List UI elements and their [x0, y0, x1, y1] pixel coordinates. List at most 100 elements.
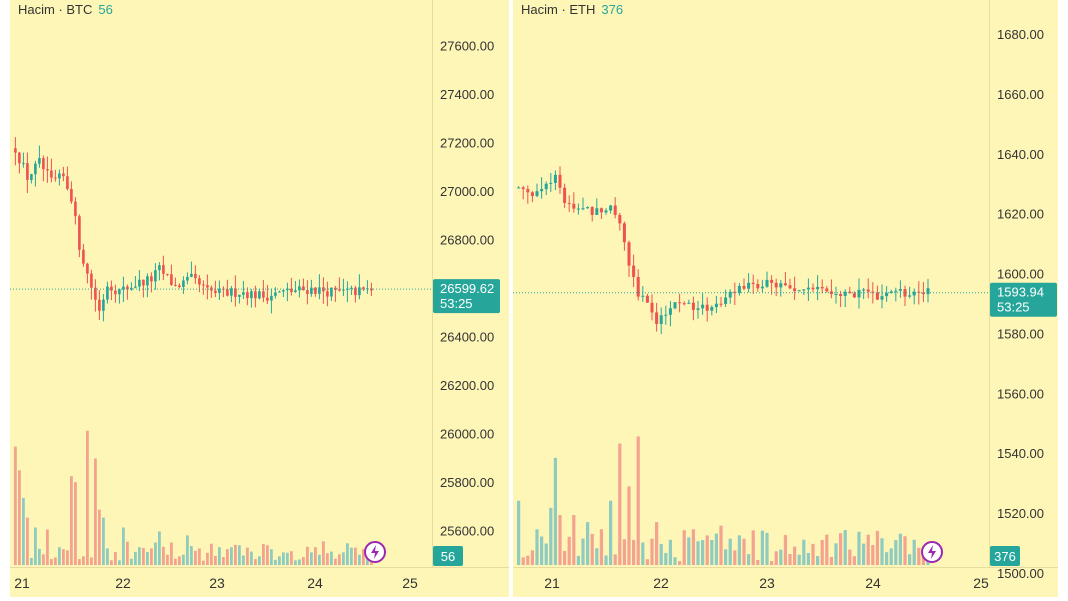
- btc-volume-bar: [314, 547, 317, 565]
- btc-volume-bar: [182, 554, 185, 565]
- btc-volume-bar: [178, 556, 181, 565]
- btc-volume-bar: [90, 557, 93, 565]
- btc-volume-bar: [298, 559, 301, 565]
- eth-chart-panel[interactable]: 1680.00 1660.00 1640.00 1620.00 1600.00 1580.…: [513, 0, 1058, 597]
- btc-candle-body: [106, 286, 109, 300]
- eth-candle-body: [852, 293, 856, 298]
- eth-volume-bar: [783, 535, 788, 565]
- eth-volume-bar: [839, 533, 843, 565]
- btc-candle-body: [214, 290, 217, 293]
- eth-volume-bar: [696, 541, 700, 565]
- lightning-icon-bolt: [928, 545, 936, 559]
- eth-candle-body: [645, 295, 649, 303]
- eth-volume-bar: [857, 531, 861, 565]
- btc-legend-label: Hacim · BTC: [18, 2, 93, 17]
- eth-volume-bar: [576, 555, 581, 565]
- eth-candle-body: [549, 182, 553, 184]
- btc-ytick-label: 27400.00: [440, 87, 494, 102]
- btc-volume-bar: [258, 556, 261, 565]
- eth-xtick-label: 22: [653, 575, 669, 591]
- eth-chart[interactable]: 1680.00 1660.00 1640.00 1620.00 1600.00 1580.…: [513, 0, 1058, 597]
- btc-candle-body: [298, 286, 301, 291]
- btc-volume-bar: [250, 551, 253, 565]
- eth-candle-body: [724, 297, 728, 304]
- eth-volume-bar: [770, 561, 774, 565]
- btc-volume-bar: [350, 547, 353, 565]
- eth-candle-body: [926, 288, 930, 295]
- btc-candle-body: [110, 286, 113, 291]
- btc-candle-body: [102, 299, 105, 311]
- btc-volume-bar: [198, 548, 201, 565]
- btc-ytick-label: 26000.00: [440, 427, 494, 442]
- eth-candle-body: [820, 286, 824, 289]
- eth-candle-body: [880, 296, 884, 300]
- eth-volume-bar: [636, 436, 640, 565]
- btc-volume-bar: [134, 551, 137, 565]
- btc-candle-body: [206, 285, 209, 288]
- btc-candle-body: [122, 286, 125, 290]
- eth-candle-body: [586, 207, 590, 209]
- btc-volume-bar: [102, 517, 105, 565]
- btc-volume-bar: [98, 509, 101, 565]
- btc-candle-body: [234, 288, 237, 297]
- btc-candle-body: [86, 263, 89, 274]
- btc-candle-body: [250, 291, 253, 299]
- btc-chart-panel[interactable]: 27600.00 27400.00 27200.00 27000.00 26800.00…: [10, 0, 509, 597]
- eth-volume-tag: [990, 546, 1020, 566]
- btc-candle-body: [194, 273, 197, 279]
- eth-volume-bar: [572, 515, 576, 565]
- btc-candle-body: [158, 265, 161, 271]
- btc-candle-body: [90, 273, 93, 288]
- btc-candle-body: [258, 291, 261, 299]
- eth-volume-bar: [742, 538, 746, 565]
- btc-volume-bar: [30, 557, 33, 565]
- btc-candle-body: [182, 280, 185, 288]
- btc-volume-bar: [142, 548, 145, 565]
- btc-last-price-label: 26599.62: [440, 281, 494, 296]
- btc-volume-bar: [70, 476, 73, 565]
- btc-volume-bar: [186, 535, 189, 565]
- eth-volume-bar: [779, 549, 783, 565]
- lightning-icon[interactable]: [921, 541, 943, 563]
- btc-volume-bar: [74, 482, 77, 565]
- eth-volume-bar: [655, 522, 659, 565]
- eth-volume-bar: [908, 554, 912, 565]
- eth-volume-bar: [678, 561, 682, 565]
- eth-volume-bar: [526, 555, 530, 565]
- eth-volume-bar: [549, 507, 553, 565]
- eth-ytick-label: 1680.00: [997, 27, 1044, 42]
- eth-volume-bar: [710, 539, 714, 565]
- btc-volume-bar: [158, 531, 161, 565]
- eth-volume-bar: [756, 559, 760, 565]
- btc-countdown-label: 53:25: [440, 296, 473, 311]
- btc-ytick-label: 25600.00: [440, 524, 494, 539]
- eth-candle-body: [903, 289, 907, 297]
- eth-candle-body: [714, 303, 718, 308]
- btc-volume-bar: [54, 557, 57, 565]
- eth-volume-bar: [866, 534, 870, 565]
- lightning-icon[interactable]: [364, 541, 386, 563]
- eth-candle-body: [806, 287, 810, 290]
- btc-volume-bar: [214, 555, 217, 565]
- eth-ytick-label: 1520.00: [997, 506, 1044, 521]
- eth-candle-body: [862, 289, 866, 291]
- btc-volume-bar: [114, 551, 117, 565]
- btc-volume-bar: [318, 554, 321, 565]
- eth-volume-bar: [641, 542, 645, 565]
- btc-chart[interactable]: 27600.00 27400.00 27200.00 27000.00 26800.00…: [10, 0, 509, 597]
- eth-volume-bar: [659, 543, 663, 565]
- btc-volume-bar: [162, 546, 165, 565]
- eth-xtick-label: 23: [759, 575, 775, 591]
- btc-candle-body: [350, 287, 353, 289]
- eth-ytick-label: 1640.00: [997, 147, 1044, 162]
- btc-volume-bar: [278, 556, 281, 565]
- eth-candle-body: [710, 307, 714, 311]
- btc-candle-body: [22, 163, 25, 165]
- btc-volume-bar: [306, 546, 309, 565]
- eth-volume-bar: [553, 457, 558, 565]
- eth-volume-bar: [793, 546, 797, 565]
- eth-volume-bar: [889, 548, 893, 565]
- eth-candle-body: [751, 282, 755, 285]
- btc-volume-bar: [342, 552, 345, 565]
- btc-candle-body: [274, 292, 277, 296]
